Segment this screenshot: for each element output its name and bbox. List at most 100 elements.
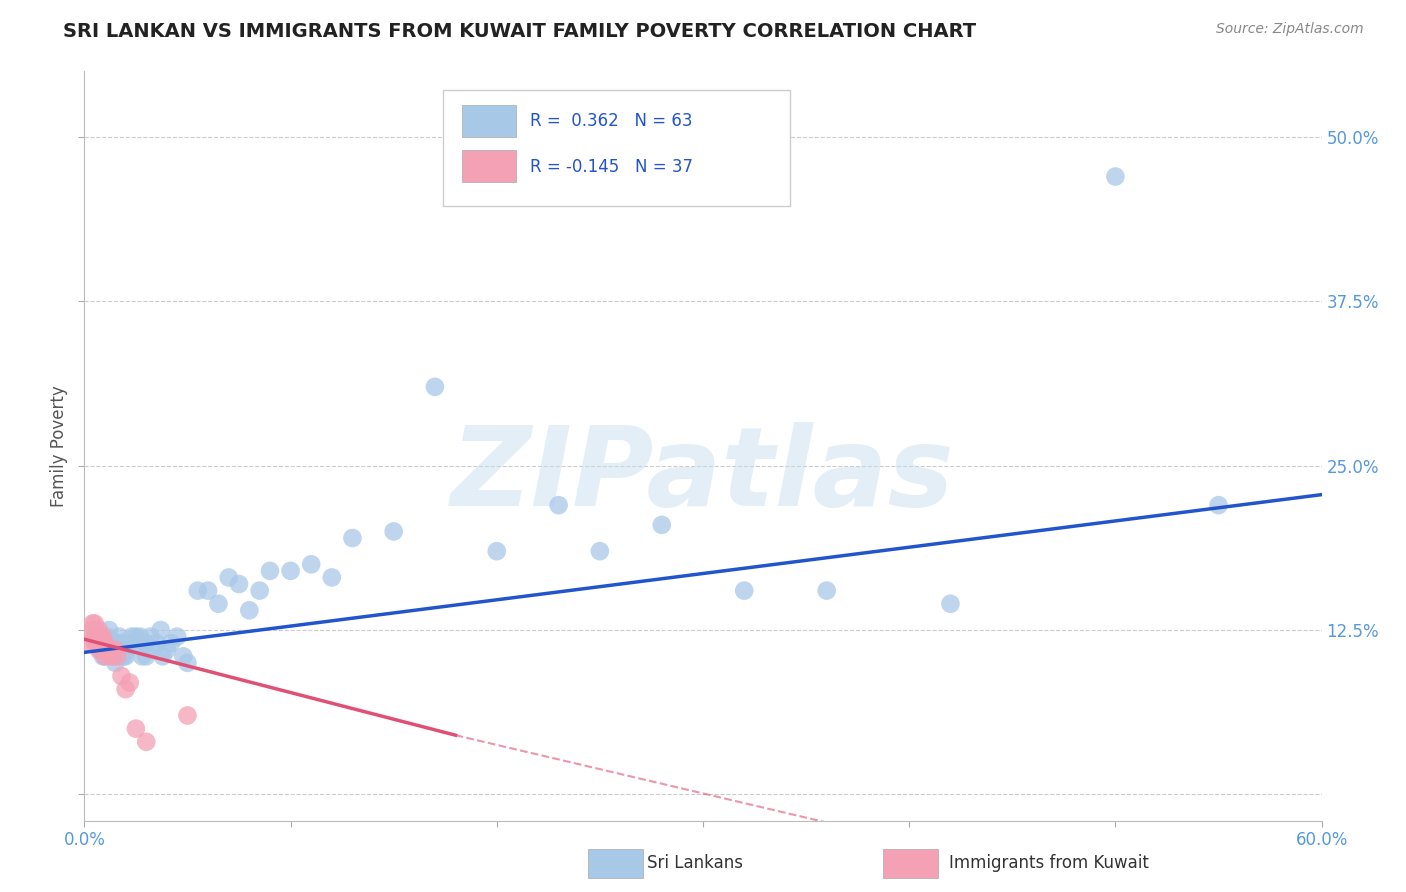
Point [87, 630, 110, 644]
Point [129, 630, 152, 644]
Point [733, 583, 755, 598]
Text: SRI LANKAN VS IMMIGRANTS FROM KUWAIT FAMILY POVERTY CORRELATION CHART: SRI LANKAN VS IMMIGRANTS FROM KUWAIT FAM… [63, 22, 976, 41]
Point [86, 630, 108, 644]
Point [103, 649, 125, 664]
Point [160, 636, 183, 650]
Point [112, 649, 135, 664]
Point [118, 636, 141, 650]
Text: R =  0.362   N = 63: R = 0.362 N = 63 [530, 112, 692, 130]
Point [187, 583, 209, 598]
Point [108, 630, 131, 644]
Point [176, 708, 198, 723]
Point [110, 636, 132, 650]
Point [125, 636, 148, 650]
Point [815, 583, 838, 598]
Point [207, 597, 229, 611]
Point [218, 570, 240, 584]
Point [280, 564, 302, 578]
Point [82, 616, 104, 631]
Point [176, 656, 198, 670]
Point [1208, 498, 1230, 512]
Point [110, 649, 132, 664]
Point [79, 636, 101, 650]
Point [141, 642, 163, 657]
Point [83, 630, 105, 644]
Point [90, 642, 112, 657]
Point [105, 636, 128, 650]
Point [96, 630, 118, 644]
Point [135, 735, 157, 749]
Point [83, 616, 105, 631]
Point [94, 636, 117, 650]
Point [94, 642, 117, 657]
FancyBboxPatch shape [461, 150, 516, 181]
Point [86, 636, 108, 650]
Point [83, 630, 105, 644]
Point [156, 642, 179, 657]
Text: ZIPatlas: ZIPatlas [451, 423, 955, 530]
Point [91, 630, 114, 644]
Point [485, 544, 508, 558]
Point [139, 630, 162, 644]
Point [152, 649, 174, 664]
Point [83, 636, 105, 650]
Point [197, 583, 219, 598]
Point [125, 630, 148, 644]
Point [114, 642, 136, 657]
Point [228, 577, 250, 591]
Point [91, 636, 114, 650]
Point [83, 623, 105, 637]
Point [100, 649, 122, 664]
Point [105, 649, 128, 664]
Point [100, 642, 122, 657]
Point [90, 642, 112, 657]
Point [86, 636, 108, 650]
Y-axis label: Family Poverty: Family Poverty [49, 385, 67, 507]
Point [98, 636, 121, 650]
Point [87, 630, 110, 644]
Point [114, 649, 136, 664]
Point [87, 642, 110, 657]
Point [91, 642, 114, 657]
Point [118, 675, 141, 690]
Point [125, 722, 148, 736]
Point [82, 623, 104, 637]
Point [103, 636, 125, 650]
Text: R = -0.145   N = 37: R = -0.145 N = 37 [530, 158, 693, 176]
Point [94, 649, 117, 664]
Point [135, 649, 157, 664]
Point [249, 583, 271, 598]
Point [104, 636, 127, 650]
Point [94, 636, 117, 650]
Point [94, 649, 117, 664]
Point [382, 524, 405, 539]
Point [98, 623, 121, 637]
Point [104, 642, 127, 657]
Point [342, 531, 364, 545]
Point [135, 636, 157, 650]
Point [87, 636, 110, 650]
FancyBboxPatch shape [461, 105, 516, 136]
Text: Sri Lankans: Sri Lankans [647, 855, 742, 872]
Point [299, 558, 322, 572]
Point [121, 630, 143, 644]
Point [91, 636, 114, 650]
Point [589, 544, 612, 558]
Point [90, 630, 112, 644]
Point [87, 623, 110, 637]
Point [145, 636, 167, 650]
Point [423, 380, 446, 394]
Point [110, 669, 132, 683]
FancyBboxPatch shape [443, 90, 790, 206]
Point [166, 630, 188, 644]
Point [100, 649, 122, 664]
Point [321, 570, 343, 584]
Point [259, 564, 281, 578]
Point [131, 649, 153, 664]
Point [114, 682, 136, 697]
Text: Immigrants from Kuwait: Immigrants from Kuwait [949, 855, 1149, 872]
Point [105, 649, 128, 664]
Point [172, 649, 194, 664]
Point [238, 603, 260, 617]
Point [939, 597, 962, 611]
